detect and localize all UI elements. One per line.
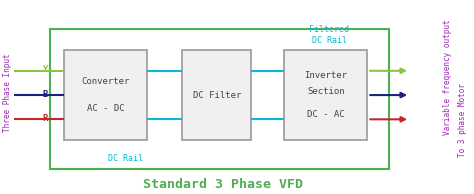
Text: Variable frequency output: Variable frequency output: [444, 20, 452, 135]
Bar: [64, 50, 147, 140]
Text: Standard 3 Phase VFD: Standard 3 Phase VFD: [143, 178, 303, 191]
Bar: [50, 29, 389, 169]
Text: To 3 phase Motor: To 3 phase Motor: [458, 83, 466, 157]
Text: DC Rail: DC Rail: [108, 154, 143, 163]
Text: B: B: [42, 90, 47, 99]
Text: R: R: [42, 114, 47, 123]
Text: DC Filter: DC Filter: [192, 91, 241, 100]
Text: DC - AC: DC - AC: [307, 110, 345, 119]
Text: Y: Y: [42, 65, 47, 74]
Text: Inverter: Inverter: [304, 71, 347, 80]
Text: AC - DC: AC - DC: [87, 104, 124, 113]
Text: Section: Section: [307, 87, 345, 96]
Bar: [284, 50, 367, 140]
Bar: [182, 50, 251, 140]
Text: Three Phase Input: Three Phase Input: [3, 54, 11, 133]
Text: Filtered
DC Rail: Filtered DC Rail: [310, 25, 349, 45]
Text: Converter: Converter: [81, 77, 130, 86]
